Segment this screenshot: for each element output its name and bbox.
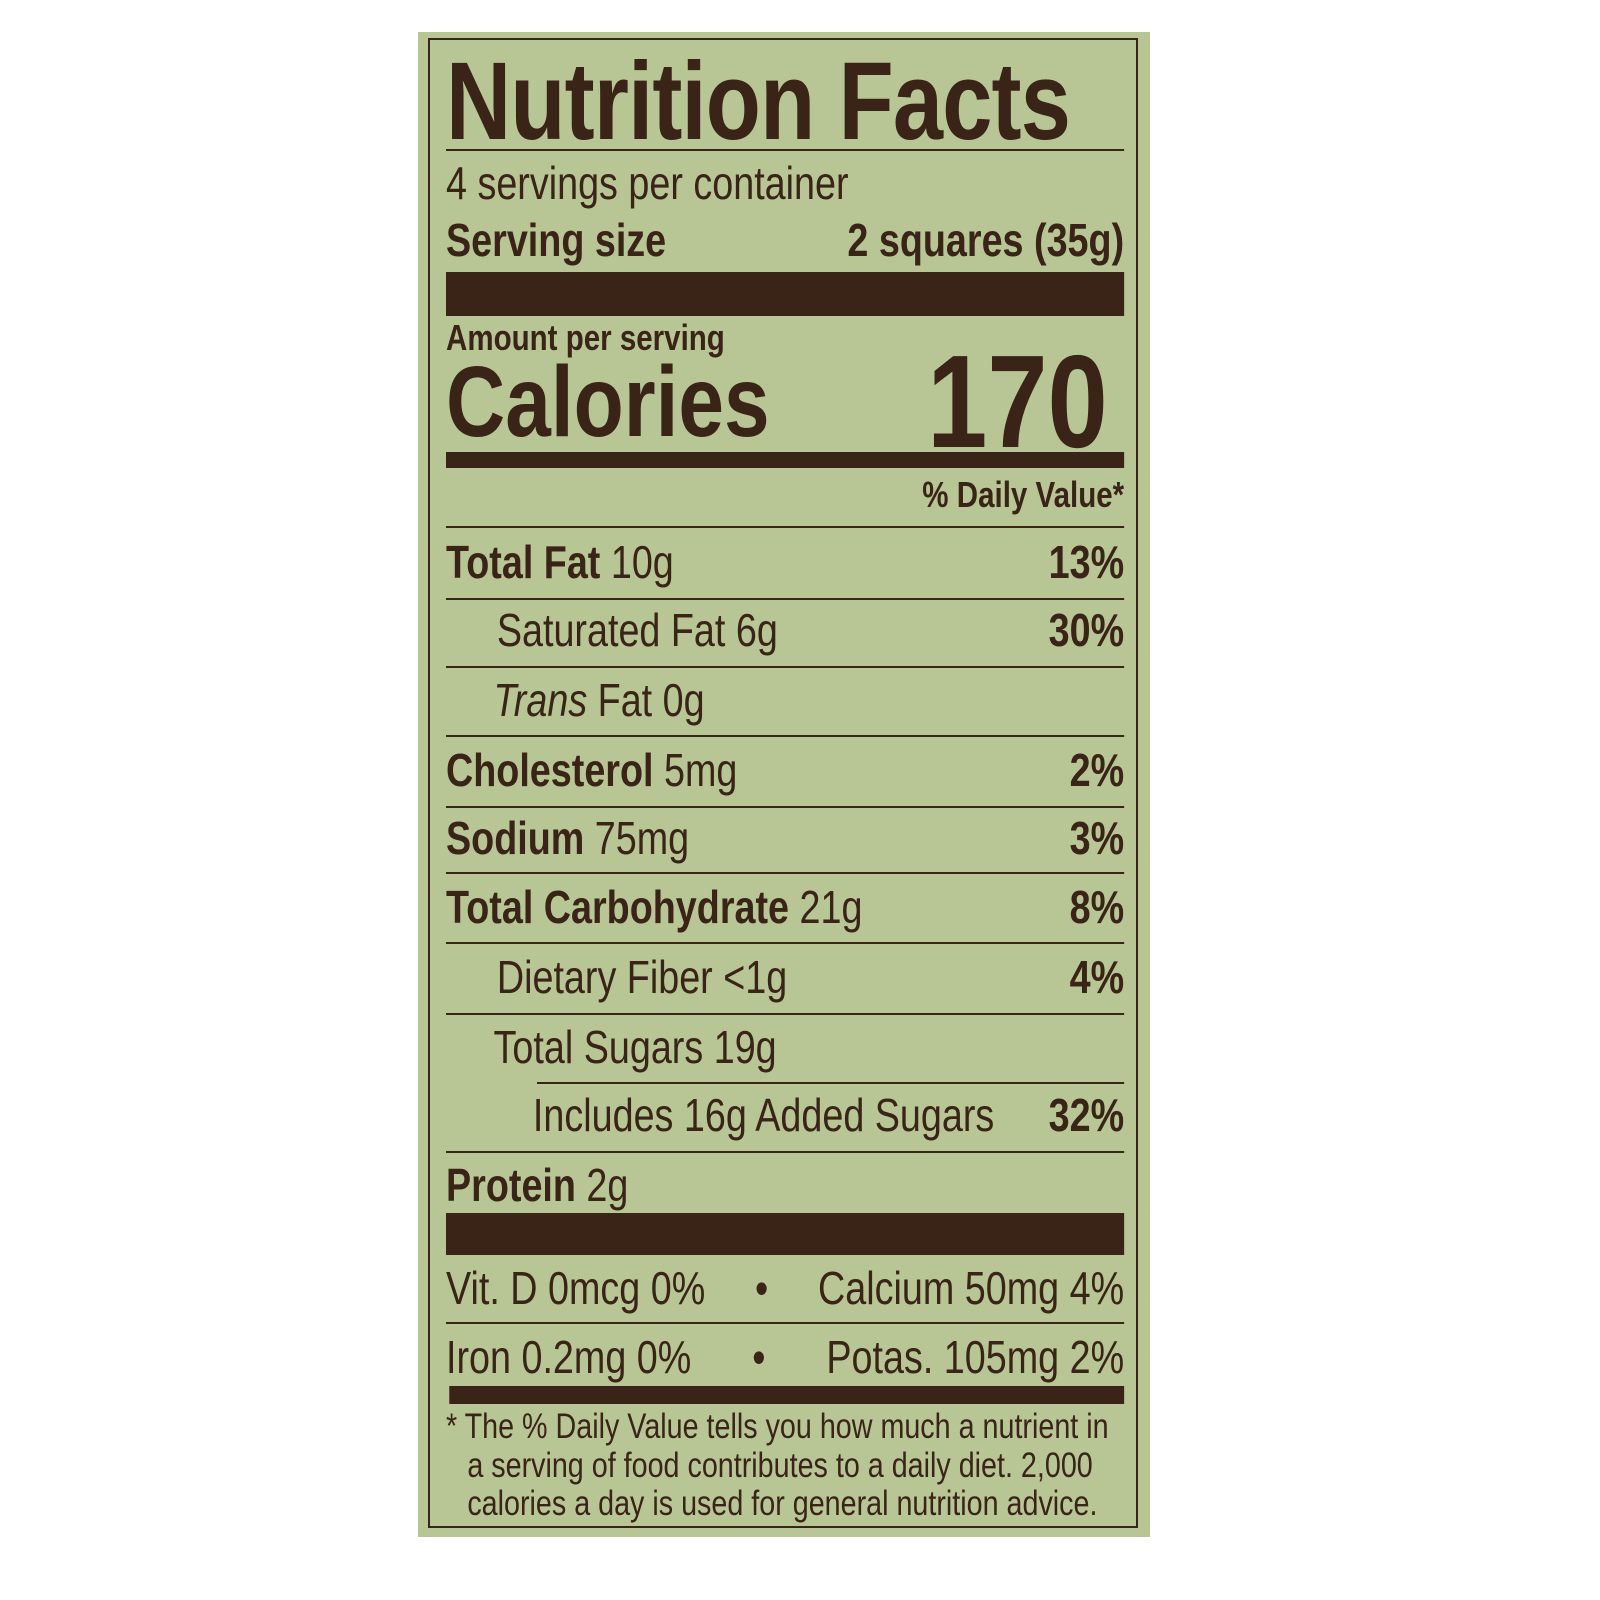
divider (446, 666, 1125, 668)
label-border (428, 38, 1138, 1528)
nutrient-row-sodium: Sodium 75mg 3% (446, 812, 1125, 864)
serving-size-label: Serving size (446, 214, 667, 266)
nutrient-row-total-sugars: Total Sugars 19g (493, 1021, 777, 1073)
bullet-icon: • (755, 1262, 769, 1314)
daily-value-header: % Daily Value* (922, 474, 1125, 515)
bullet-icon: • (752, 1331, 766, 1383)
calories-value: 170 (927, 328, 1108, 475)
divider (446, 806, 1125, 808)
serving-size-value: 2 squares (35g) (847, 214, 1125, 266)
divider (537, 1082, 1125, 1084)
thick-bar (446, 1213, 1125, 1255)
micronutrient-row: Iron 0.2mg 0% • Potas. 105mg 2% (446, 1331, 1125, 1383)
amount-per-serving: Amount per serving (446, 317, 725, 358)
medium-bar (449, 1386, 1125, 1404)
nutrient-row-protein: Protein 2g (446, 1159, 629, 1211)
nutrient-row-trans-fat: Trans Fat 0g (493, 674, 705, 726)
micronutrient-row: Vit. D 0mcg 0% • Calcium 50mg 4% (446, 1262, 1125, 1314)
medium-bar (446, 452, 1125, 468)
nutrient-row-dietary-fiber: Dietary Fiber <1g 4% (496, 951, 1125, 1003)
nutrient-row-added-sugars: Includes 16g Added Sugars 32% (532, 1089, 1125, 1141)
divider (446, 872, 1125, 874)
divider (446, 735, 1125, 737)
divider (446, 149, 1125, 151)
label-title: Nutrition Facts (446, 40, 1071, 163)
calories-row: Calories 170 (446, 328, 1124, 475)
servings-per-container: 4 servings per container (446, 157, 849, 209)
divider (446, 1151, 1125, 1153)
thick-bar (446, 272, 1125, 316)
nutrient-row-total-carbohydrate: Total Carbohydrate 21g 8% (446, 881, 1125, 933)
divider (446, 942, 1125, 944)
divider (446, 598, 1125, 600)
calories-label: Calories (446, 346, 770, 458)
nutrient-row-total-fat: Total Fat 10g 13% (446, 536, 1125, 588)
footnote: * The % Daily Value tells you how much a… (446, 1407, 1109, 1523)
serving-size-row: Serving size 2 squares (35g) (446, 212, 1124, 268)
nutrient-row-saturated-fat: Saturated Fat 6g 30% (496, 604, 1125, 656)
divider (446, 1322, 1125, 1324)
divider (446, 526, 1125, 528)
nutrition-facts-content: Nutrition Facts 4 servings per container… (446, 0, 1125, 1600)
nutrient-row-cholesterol: Cholesterol 5mg 2% (446, 744, 1125, 796)
divider (446, 1013, 1125, 1015)
